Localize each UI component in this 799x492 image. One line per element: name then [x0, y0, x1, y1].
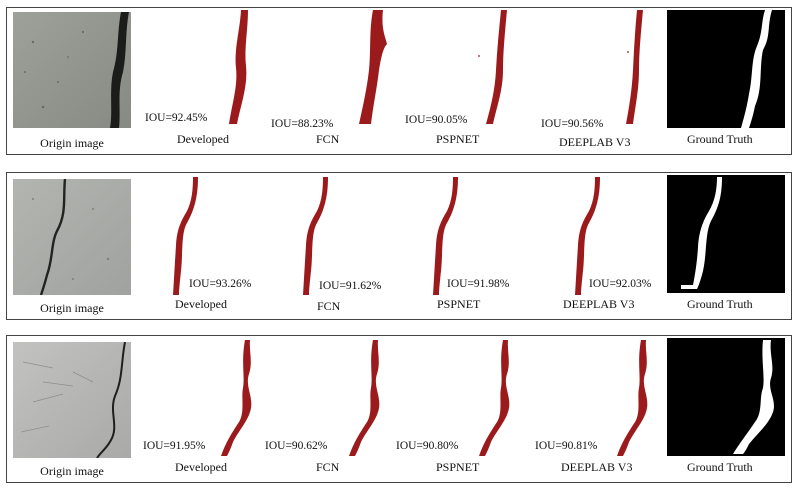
method-developed: Developed [175, 460, 227, 474]
method-developed: Developed [177, 132, 229, 146]
prediction-developed [167, 175, 217, 297]
iou-pspnet: IOU=91.98% [447, 278, 510, 290]
iou-pspnet: IOU=90.05% [405, 114, 468, 126]
prediction-deeplab [619, 8, 669, 126]
prediction-deeplab [615, 338, 665, 458]
method-deeplab: DEEPLAB V3 [559, 135, 631, 149]
ground-truth-image [667, 338, 785, 456]
ground-truth-caption: Ground Truth [687, 297, 753, 311]
method-fcn: FCN [316, 460, 340, 474]
iou-deeplab: IOU=90.81% [535, 440, 598, 452]
prediction-pspnet [425, 175, 475, 297]
prediction-developed [219, 338, 269, 458]
origin-caption: Origin image [40, 464, 104, 478]
origin-image [13, 179, 131, 295]
prediction-fcn [343, 8, 393, 126]
iou-fcn: IOU=91.62% [319, 280, 382, 292]
iou-fcn: IOU=90.62% [265, 440, 328, 452]
iou-deeplab: IOU=92.03% [589, 278, 652, 290]
method-pspnet: PSPNET [437, 297, 481, 311]
result-row-2: Origin image IOU=93.26% Developed IOU=91… [6, 172, 792, 320]
ground-truth-caption: Ground Truth [687, 132, 753, 146]
prediction-fcn [347, 338, 397, 458]
method-deeplab: DEEPLAB V3 [561, 460, 633, 474]
iou-pspnet: IOU=90.80% [396, 440, 459, 452]
result-row-3: Origin image IOU=91.95% Developed IOU=90… [6, 335, 792, 483]
method-developed: Developed [175, 297, 227, 311]
method-deeplab: DEEPLAB V3 [563, 297, 635, 311]
iou-fcn: IOU=88.23% [271, 118, 334, 130]
iou-deeplab: IOU=90.56% [541, 118, 604, 130]
iou-developed: IOU=93.26% [189, 278, 252, 290]
method-fcn: FCN [316, 132, 340, 146]
prediction-fcn [295, 175, 345, 297]
ground-truth-caption: Ground Truth [687, 460, 753, 474]
ground-truth-image [667, 175, 785, 293]
origin-caption: Origin image [40, 136, 104, 150]
result-row-1: Origin image IOU=92.45% Developed IOU=88… [6, 7, 792, 155]
origin-image [13, 342, 131, 458]
prediction-deeplab [567, 175, 617, 297]
method-pspnet: PSPNET [436, 132, 480, 146]
iou-developed: IOU=92.45% [145, 112, 208, 124]
method-pspnet: PSPNET [436, 460, 480, 474]
origin-image [13, 12, 131, 128]
method-fcn: FCN [317, 299, 341, 313]
prediction-pspnet [477, 338, 527, 458]
prediction-pspnet [473, 8, 523, 126]
iou-developed: IOU=91.95% [143, 440, 206, 452]
prediction-developed [217, 8, 267, 126]
origin-caption: Origin image [40, 301, 104, 315]
ground-truth-image [667, 10, 785, 128]
